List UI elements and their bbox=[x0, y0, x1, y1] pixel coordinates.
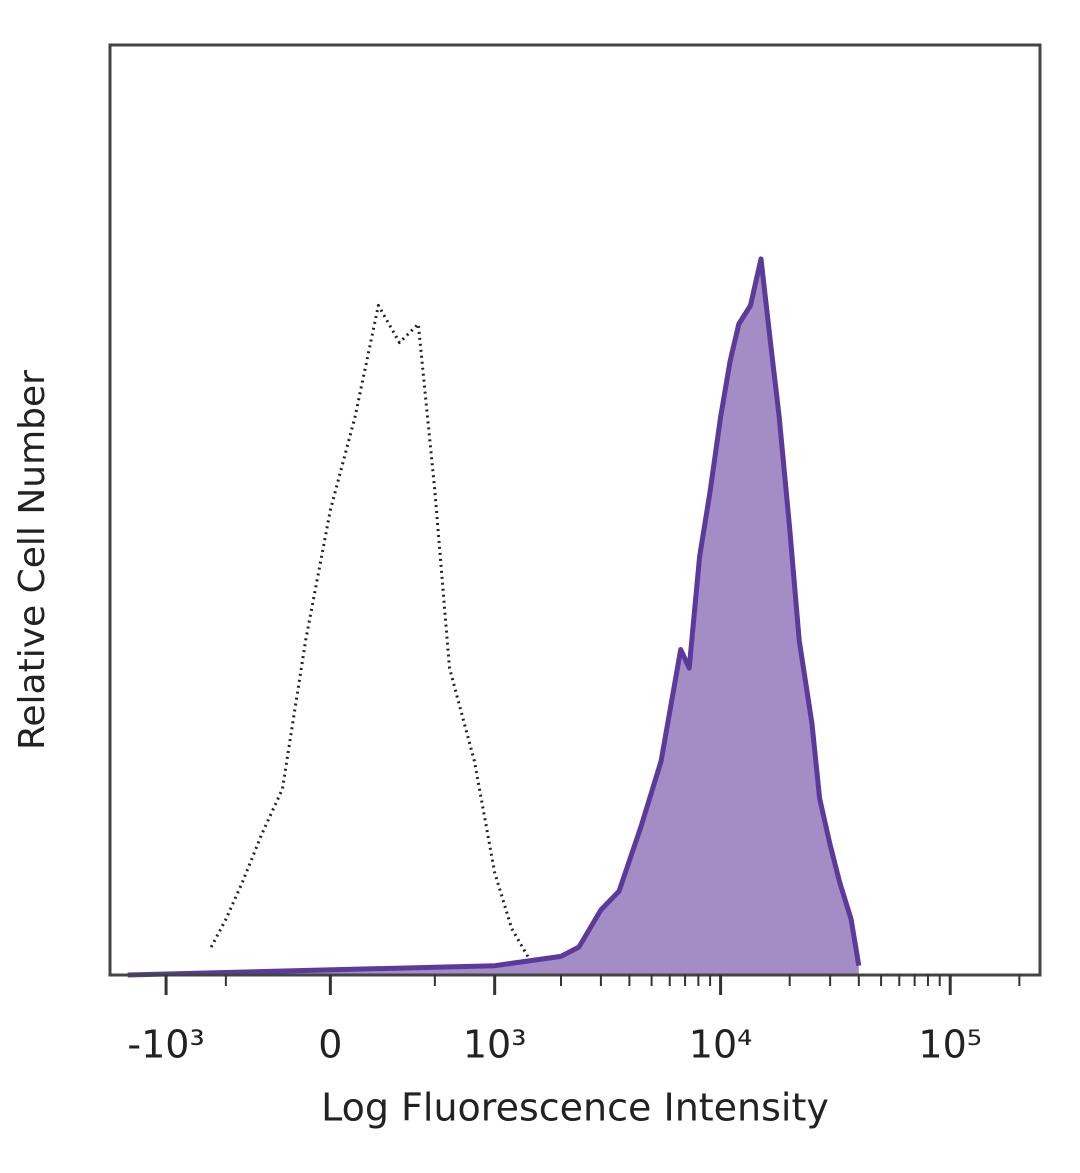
histogram-line bbox=[209, 303, 535, 967]
x-axis-title: Log Fluorescence Intensity bbox=[321, 1086, 829, 1130]
x-tick-label: -10³ bbox=[127, 1023, 204, 1067]
x-tick-label: 0 bbox=[318, 1023, 342, 1067]
x-tick-label: 10³ bbox=[463, 1023, 527, 1067]
y-axis-title: Relative Cell Number bbox=[12, 370, 53, 750]
histogram-area bbox=[127, 258, 859, 975]
x-tick-label: 10⁴ bbox=[689, 1023, 753, 1067]
histogram-line bbox=[127, 256, 862, 978]
plot-frame bbox=[108, 43, 1042, 977]
x-tick-label: 10⁵ bbox=[918, 1023, 982, 1067]
